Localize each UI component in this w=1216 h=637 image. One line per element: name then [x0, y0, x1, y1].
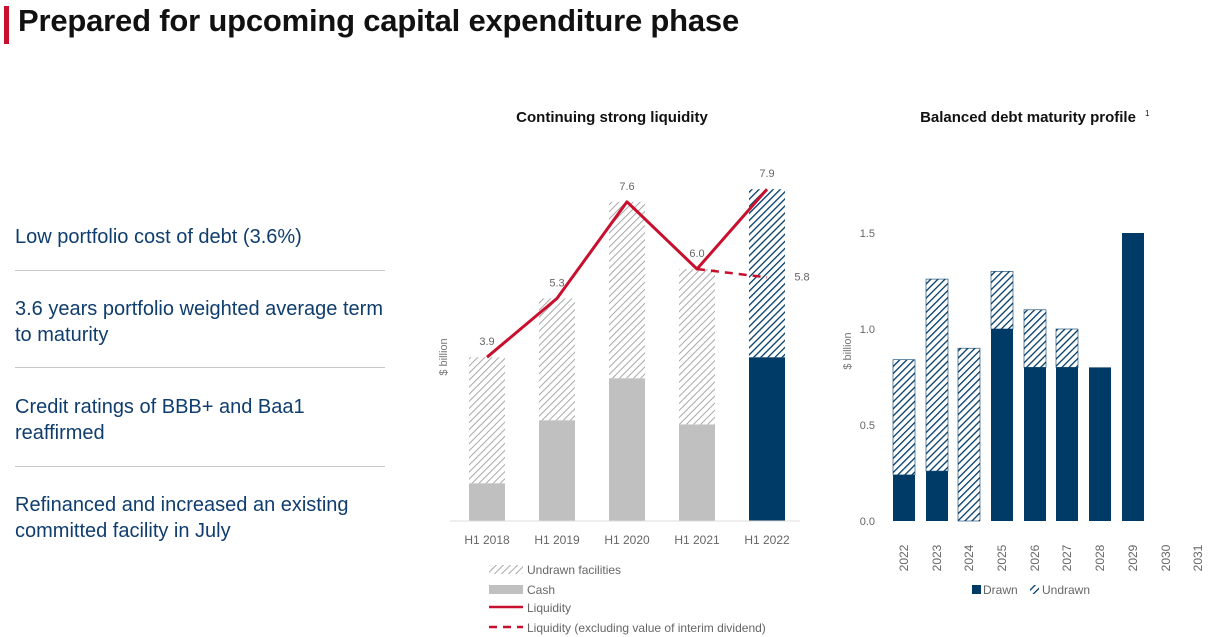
bullet-refinanced: Refinanced and increased an existing com…: [15, 494, 349, 542]
x-tick-label: 2026: [1028, 544, 1042, 571]
bar-undrawn-2025: [990, 271, 1014, 330]
bullet-term-to-maturity: 3.6 years portfolio weighted average ter…: [15, 298, 383, 346]
data-label-liquidity: 7.9: [759, 168, 774, 180]
bar-drawn-2022: [893, 474, 915, 521]
bar-cash-h1-2021: [679, 424, 715, 521]
bar-undrawn-2024: [957, 347, 981, 522]
series-liquidity-excl-dividend-line: [696, 267, 768, 279]
bullet-credit-ratings: Credit ratings of BBB+ and Baa1 reaffirm…: [15, 396, 305, 444]
title-accent-bar: [4, 6, 9, 44]
y-tick-label: 1.0: [860, 324, 875, 336]
legend-cash-swatch: [489, 585, 523, 594]
bar-undrawn-h1-2018: [469, 357, 505, 484]
bar-cash-h1-2022: [749, 357, 785, 521]
bullet-cost-of-debt: Low portfolio cost of debt (3.6%): [15, 226, 302, 248]
x-tick-label: H1 2021: [674, 533, 720, 547]
legend-drawn-swatch: [972, 585, 981, 594]
bar-cash-h1-2020: [609, 378, 645, 521]
legend-undrawn-facilities: Undrawn facilities: [527, 563, 621, 577]
x-tick-label: 2022: [897, 544, 911, 571]
legend-undrawn-swatch: [1030, 585, 1039, 594]
bar-undrawn-2022: [892, 359, 916, 476]
divider: [15, 367, 385, 368]
bar-undrawn-h1-2021: [679, 269, 715, 425]
legend-liquidity-excl-dividend: Liquidity (excluding value of interim di…: [527, 621, 766, 635]
legend-liquidity: Liquidity: [527, 601, 571, 615]
x-tick-label: H1 2019: [534, 533, 580, 547]
bar-drawn-2029: [1122, 233, 1144, 521]
y-tick-label: 1.5: [860, 228, 875, 240]
bar-cash-h1-2018: [469, 483, 505, 521]
data-label-liquidity: 3.9: [479, 336, 494, 348]
x-tick-label: H1 2018: [464, 533, 510, 547]
series-liquidity-line: [486, 188, 769, 359]
x-tick-label: 2027: [1060, 544, 1074, 571]
x-tick-label: 2023: [930, 544, 944, 571]
data-label-liquidity: 5.3: [549, 277, 564, 289]
chart1-title: Continuing strong liquidity: [516, 109, 708, 126]
x-tick-label: H1 2022: [744, 533, 790, 547]
legend-cash: Cash: [527, 583, 555, 597]
x-tick-label: 2028: [1093, 544, 1107, 571]
page-title: Prepared for upcoming capital expenditur…: [18, 3, 739, 38]
chart2-ylabel: $ billion: [842, 332, 854, 369]
bar-cash-h1-2019: [539, 420, 575, 521]
bar-undrawn-h1-2019: [539, 298, 575, 421]
chart1-ylabel: $ billion: [438, 338, 450, 375]
bar-undrawn-h1-2022: [749, 189, 785, 358]
data-label-liquidity-excl-dividend: 5.8: [794, 271, 809, 283]
y-tick-label: 0.0: [860, 516, 875, 528]
bar-drawn-2028: [1089, 367, 1111, 521]
x-tick-label: 2031: [1191, 544, 1205, 571]
divider: [15, 466, 385, 467]
legend-undrawn-facilities-swatch: [489, 565, 523, 574]
x-tick-label: H1 2020: [604, 533, 650, 547]
bar-drawn-2027: [1056, 367, 1078, 521]
chart2-title: Balanced debt maturity profile: [920, 109, 1136, 126]
x-tick-label: 2024: [962, 544, 976, 571]
divider: [15, 270, 385, 271]
bar-undrawn-2023: [925, 278, 949, 472]
bar-drawn-2025: [991, 329, 1013, 521]
bar-drawn-2023: [926, 471, 948, 521]
x-tick-label: 2029: [1126, 544, 1140, 571]
legend-undrawn: Undrawn: [1042, 583, 1090, 597]
bar-undrawn-2027: [1055, 328, 1079, 368]
x-tick-label: 2025: [995, 544, 1009, 571]
bar-undrawn-2026: [1023, 309, 1047, 368]
bar-undrawn-h1-2020: [609, 201, 645, 379]
data-label-liquidity: 6.0: [689, 248, 704, 260]
bar-drawn-2026: [1024, 367, 1046, 521]
x-tick-label: 2030: [1159, 544, 1173, 571]
legend-drawn: Drawn: [983, 583, 1018, 597]
y-tick-label: 0.5: [860, 420, 875, 432]
data-label-liquidity: 7.6: [619, 181, 634, 193]
chart2-title-footnote: 1: [1145, 109, 1150, 118]
